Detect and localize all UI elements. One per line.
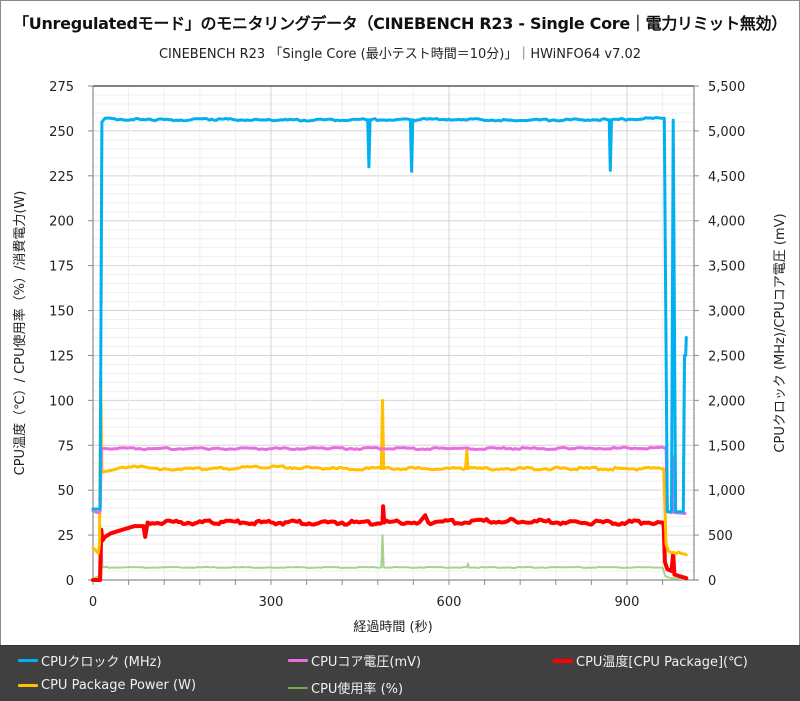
y-left-tick-label: 50 <box>57 484 74 499</box>
y-left-tick-label: 200 <box>49 215 74 230</box>
legend-swatch-icon <box>288 686 308 689</box>
legend-swatch-icon <box>288 659 308 662</box>
legend-swatch-icon <box>18 684 38 687</box>
y-left-tick-label: 175 <box>49 260 74 275</box>
legend-label: CPU温度[CPU Package](℃) <box>576 655 748 670</box>
gridlines <box>93 85 694 581</box>
y-right-tick-label: 0 <box>708 574 716 589</box>
series-line-0 <box>91 116 688 514</box>
legend-item-package-power: CPU Package Power (W) <box>18 678 196 693</box>
y-right-tick-label: 5,000 <box>708 125 745 140</box>
y-left-tick-label: 150 <box>49 305 74 320</box>
y-left-tick-label: 275 <box>49 80 74 95</box>
x-axis-label: 経過時間 (秒) <box>353 620 432 635</box>
chart-title: 「Unregulatedモード」のモニタリングデータ（CINEBENCH R23… <box>13 14 787 33</box>
legend: CPUクロック (MHz) CPUコア電圧(mV) CPU温度[CPU Pack… <box>0 645 800 701</box>
tick-labels: 0 25 50 75 100 125 150 175 200 225 250 275 0 500 1,000… <box>49 80 745 610</box>
series-line-3 <box>91 377 688 557</box>
y-right-tick-label: 500 <box>708 529 733 544</box>
y-right-tick-label: 2,000 <box>708 394 745 409</box>
legend-label: CPUクロック (MHz) <box>41 655 162 670</box>
y-axis-right-label: CPUクロック (MHz)/CPUコア電圧 (mV) <box>773 213 788 452</box>
x-tick-label: 900 <box>615 595 640 610</box>
y-left-tick-label: 0 <box>66 574 74 589</box>
y-right-tick-label: 3,000 <box>708 305 745 320</box>
y-right-tick-label: 4,500 <box>708 170 745 185</box>
axes <box>88 85 699 585</box>
y-right-tick-label: 4,000 <box>708 215 745 230</box>
x-tick-label: 300 <box>259 595 284 610</box>
data-series <box>91 116 689 582</box>
legend-item-cpu-usage: CPU使用率 (%) <box>288 678 403 697</box>
y-left-tick-label: 125 <box>49 349 74 364</box>
y-left-tick-label: 225 <box>49 170 74 185</box>
legend-label: CPU使用率 (%) <box>311 682 404 697</box>
series-line-2 <box>91 504 689 582</box>
x-tick-label: 0 <box>89 595 97 610</box>
legend-swatch-icon <box>553 658 573 663</box>
plot-area: 0 25 50 75 100 125 150 175 200 225 250 275 0 500 1,000… <box>12 80 788 635</box>
y-left-tick-label: 25 <box>57 529 74 544</box>
y-right-tick-label: 2,500 <box>708 349 745 364</box>
legend-item-cpu-clock: CPUクロック (MHz) <box>18 651 162 670</box>
series-line-1 <box>91 445 687 515</box>
y-left-tick-label: 100 <box>49 394 74 409</box>
series-line-4 <box>92 525 688 581</box>
y-axis-left-label: CPU温度（℃）/ CPU使用率（%）/消費電力(W) <box>12 191 28 476</box>
legend-item-core-voltage: CPUコア電圧(mV) <box>288 651 421 670</box>
y-right-tick-label: 1,500 <box>708 439 745 454</box>
y-right-tick-label: 1,000 <box>708 484 745 499</box>
y-right-tick-label: 5,500 <box>708 80 745 95</box>
y-left-tick-label: 250 <box>49 125 74 140</box>
y-right-tick-label: 3,500 <box>708 260 745 275</box>
legend-label: CPUコア電圧(mV) <box>311 655 422 670</box>
legend-swatch-icon <box>18 659 38 662</box>
legend-label: CPU Package Power (W) <box>41 678 197 693</box>
legend-item-cpu-temp: CPU温度[CPU Package](℃) <box>553 651 748 670</box>
y-left-tick-label: 75 <box>57 439 74 454</box>
chart-subtitle: CINEBENCH R23 「Single Core (最小テスト時間＝10分)… <box>158 47 642 62</box>
x-tick-label: 600 <box>437 595 462 610</box>
